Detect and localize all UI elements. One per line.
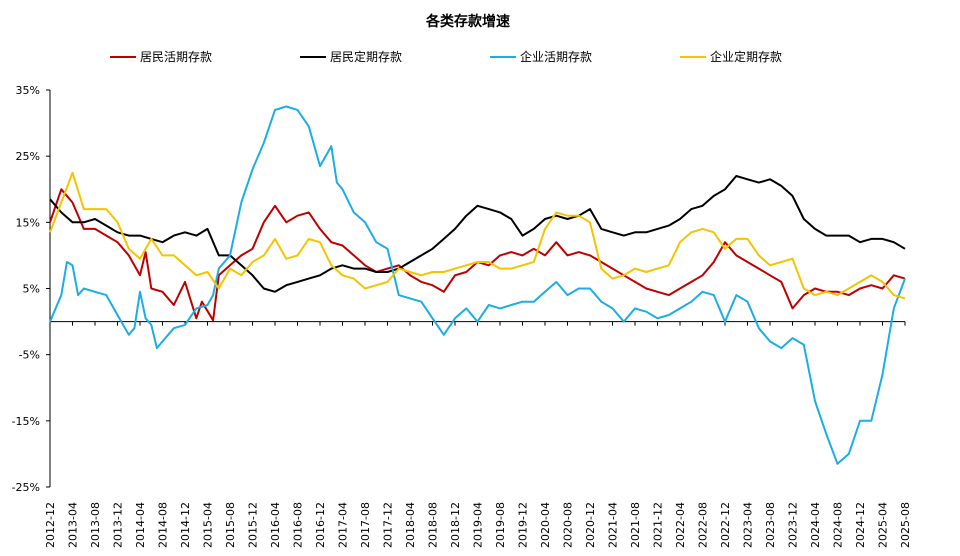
series-line-3 [49, 105, 906, 465]
x-tick-label: 2021-08 [629, 502, 642, 548]
x-tick-label: 2020-04 [539, 502, 552, 548]
legend-label: 居民定期存款 [330, 49, 402, 64]
x-tick-label: 2013-04 [67, 502, 80, 548]
x-tick-label: 2024-12 [854, 502, 867, 548]
x-tick-label: 2022-08 [697, 502, 710, 548]
x-tick-label: 2023-08 [764, 502, 777, 548]
x-tick-label: 2017-04 [337, 502, 350, 548]
legend-item-2: 居民定期存款 [300, 49, 402, 64]
legend-item-1: 居民活期存款 [110, 50, 212, 64]
y-axis: 35% 25% 15% 5% -5% -15% -25% [12, 84, 51, 494]
x-tick-label: 2014-08 [157, 502, 170, 548]
x-tick-label: 2016-04 [269, 502, 282, 548]
x-axis: 2012-12 2013-04 2013-08 2013-12 2014-04 2014-… [44, 321, 912, 548]
x-tick-label: 2016-12 [314, 502, 327, 548]
y-tick-label: 5% [23, 283, 40, 296]
x-tick-label: 2015-08 [224, 502, 237, 548]
x-tick-label: 2021-12 [652, 502, 665, 548]
x-tick-label: 2025-08 [899, 502, 912, 548]
x-tick-label: 2017-08 [359, 502, 372, 548]
x-tick-label: 2023-12 [787, 502, 800, 548]
legend-label: 企业定期存款 [710, 49, 782, 64]
legend-label: 居民活期存款 [140, 50, 212, 64]
series-line-2 [49, 175, 906, 293]
x-tick-label: 2014-04 [134, 502, 147, 548]
legend-item-4: 企业定期存款 [680, 49, 782, 64]
x-tick-label: 2019-12 [517, 502, 530, 548]
x-tick-label: 2022-04 [674, 502, 687, 548]
x-tick-label: 2012-12 [44, 502, 57, 548]
legend: 居民活期存款 居民定期存款 企业活期存款 企业定期存款 [110, 49, 782, 64]
x-tick-label: 2017-12 [382, 502, 395, 548]
x-tick-label: 2013-08 [89, 502, 102, 548]
y-tick-label: -25% [12, 481, 40, 494]
y-tick-label: 15% [16, 216, 40, 229]
x-tick-label: 2018-08 [427, 502, 440, 548]
x-tick-label: 2020-12 [584, 502, 597, 548]
y-tick-label: -15% [12, 415, 40, 428]
x-tick-label: 2018-04 [404, 502, 417, 548]
y-tick-label: 35% [16, 84, 40, 97]
series-layer [49, 105, 906, 465]
x-tick-label: 2022-12 [719, 502, 732, 548]
x-tick-label: 2019-08 [494, 502, 507, 548]
legend-item-3: 企业活期存款 [490, 49, 592, 64]
x-tick-label: 2021-04 [607, 502, 620, 548]
chart-title: 各类存款增速 [425, 13, 510, 30]
x-tick-label: 2015-12 [247, 502, 260, 548]
x-tick-label: 2024-08 [832, 502, 845, 548]
x-tick-label: 2015-04 [202, 502, 215, 548]
x-tick-label: 2018-12 [449, 502, 462, 548]
x-tick-label: 2023-04 [742, 502, 755, 548]
y-tick-label: -5% [19, 349, 40, 362]
x-tick-label: 2014-12 [179, 502, 192, 548]
legend-label: 企业活期存款 [520, 49, 592, 64]
x-tick-label: 2025-04 [877, 502, 890, 548]
x-tick-label: 2013-12 [112, 502, 125, 548]
x-tick-label: 2019-04 [472, 502, 485, 548]
series-line-1 [49, 188, 906, 322]
x-tick-label: 2024-04 [809, 502, 822, 548]
x-tick-label: 2016-08 [292, 502, 305, 548]
x-tick-label: 2020-08 [562, 502, 575, 548]
series-line-4 [49, 171, 906, 300]
y-tick-label: 25% [16, 150, 40, 163]
